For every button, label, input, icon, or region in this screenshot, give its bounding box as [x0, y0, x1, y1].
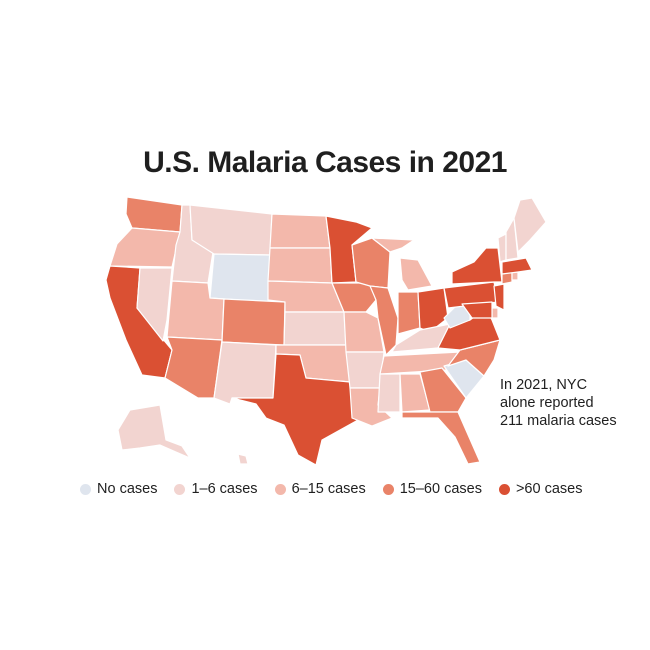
annotation-arrowhead [509, 289, 518, 299]
state-new-mexico [213, 341, 277, 405]
state-indiana [397, 291, 421, 335]
state-illinois [369, 285, 399, 356]
legend-item-over-60: >60 cases [498, 481, 583, 497]
state-missouri [343, 311, 385, 353]
state-oregon [109, 227, 181, 268]
state-florida [401, 411, 481, 465]
legend-label: 1–6 cases [191, 481, 258, 497]
legend-item-15-60: 15–60 cases [382, 481, 482, 497]
legend-item-1-6: 1–6 cases [174, 481, 258, 497]
legend-swatch [80, 483, 91, 495]
legend-label: No cases [97, 481, 158, 497]
annotation-line-3: 211 malaria cases [500, 413, 617, 429]
state-colorado [221, 298, 286, 346]
nyc-annotation: In 2021, NYC alone reported 211 malaria … [500, 376, 640, 430]
state-alaska [117, 404, 191, 459]
legend-swatch [174, 483, 186, 495]
legend-item-6-15: 6–15 cases [274, 481, 366, 497]
state-north-dakota [269, 213, 331, 249]
state-maryland [461, 301, 493, 319]
legend-label: 15–60 cases [399, 481, 482, 497]
annotation-line-2: alone reported [500, 395, 594, 411]
state-arizona [164, 336, 223, 399]
state-hawaii [237, 453, 249, 465]
state-washington [125, 196, 183, 233]
state-maine [513, 197, 547, 253]
state-georgia [419, 367, 467, 413]
legend-item-no-cases: No cases [80, 481, 157, 497]
state-new-york [451, 247, 503, 285]
state-mississippi [377, 373, 401, 413]
legend: No cases 1–6 cases 6–15 cases 15–60 case… [80, 481, 640, 497]
state-kansas [283, 311, 347, 346]
map-title: U.S. Malaria Cases in 2021 [143, 146, 507, 179]
state-new-jersey [493, 283, 505, 311]
state-south-dakota [267, 247, 333, 284]
legend-swatch [274, 483, 286, 495]
annotation-line-1: In 2021, NYC [500, 377, 588, 393]
legend-label: 6–15 cases [291, 481, 366, 497]
state-vermont [497, 233, 507, 263]
state-texas [231, 353, 363, 466]
legend-swatch [498, 483, 510, 495]
state-wyoming [209, 253, 271, 303]
state-delaware [491, 307, 499, 319]
state-ohio [417, 287, 449, 333]
legend-swatch [382, 483, 394, 495]
state-nevada [136, 267, 173, 342]
state-michigan [371, 237, 433, 291]
annotation-arrow [509, 289, 549, 373]
state-massachusetts [501, 257, 533, 275]
legend-label: >60 cases [515, 481, 583, 497]
state-arkansas [345, 351, 385, 389]
